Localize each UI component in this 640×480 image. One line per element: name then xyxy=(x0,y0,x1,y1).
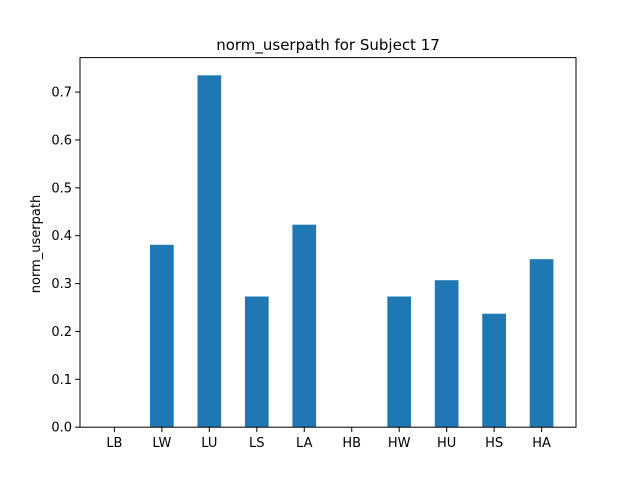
y-tick-label-0: 0.0 xyxy=(51,421,72,436)
bar-lu xyxy=(197,75,222,428)
x-tick-label-hs: HS xyxy=(485,436,503,451)
chart-title: norm_userpath for Subject 17 xyxy=(216,36,440,55)
x-tick-label-hu: HU xyxy=(437,436,456,451)
y-axis-label: norm_userpath xyxy=(29,195,44,293)
x-tick-label-lu: LU xyxy=(201,436,217,451)
bar-la xyxy=(292,224,317,428)
y-tick-label-1: 0.1 xyxy=(51,373,72,388)
y-tick-label-2: 0.2 xyxy=(51,325,72,340)
x-tick-label-ls: LS xyxy=(249,436,265,451)
bar-hu xyxy=(434,280,459,428)
y-tick-label-5: 0.5 xyxy=(51,181,72,196)
x-axis-ticks: LB LW LU LS LA HB HW HU HS HA xyxy=(106,427,551,451)
y-tick-label-6: 0.6 xyxy=(51,133,72,148)
bar-ha xyxy=(529,259,554,428)
bars xyxy=(150,75,554,428)
x-tick-label-la: LA xyxy=(296,436,313,451)
y-tick-label-7: 0.7 xyxy=(51,86,72,101)
y-axis-ticks: 0.0 0.1 0.2 0.3 0.4 0.5 0.6 0.7 xyxy=(51,86,80,436)
x-tick-label-hw: HW xyxy=(388,436,411,451)
y-tick-label-4: 0.4 xyxy=(51,229,72,244)
x-tick-label-lw: LW xyxy=(152,436,171,451)
bar-lw xyxy=(150,244,174,428)
bar-hw xyxy=(387,296,412,428)
y-tick-label-3: 0.3 xyxy=(51,277,72,292)
x-tick-label-hb: HB xyxy=(342,436,361,451)
x-tick-label-ha: HA xyxy=(532,436,551,451)
bar-ls xyxy=(244,296,269,428)
plot-area-frame xyxy=(79,57,577,428)
bar-hs xyxy=(482,313,506,428)
x-tick-label-lb: LB xyxy=(106,436,122,451)
